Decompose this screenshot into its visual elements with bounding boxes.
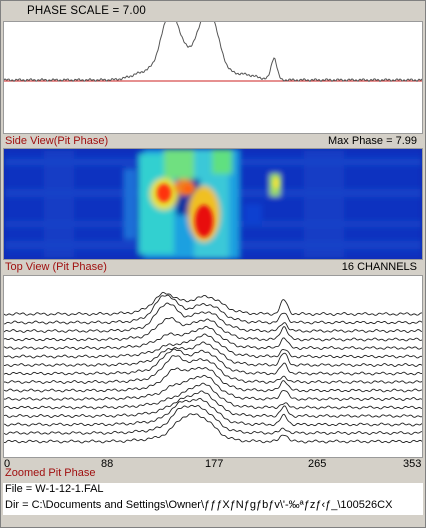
side-view-title: Side View(Pit Phase) <box>5 135 109 147</box>
zoomed-traces <box>4 291 422 444</box>
x-axis: 0 88 177 265 353 <box>1 458 426 472</box>
channel-trace <box>4 366 422 393</box>
phase-scale-header: PHASE SCALE = 7.00 <box>3 3 423 20</box>
zoomed-plot[interactable] <box>3 275 423 458</box>
x-tick-label: 0 <box>4 458 11 470</box>
channel-trace <box>4 397 422 427</box>
channel-trace <box>4 355 422 384</box>
phase-scale-label: PHASE SCALE = 7.00 <box>27 5 146 17</box>
file-status: File = W-1-12-1.FAL <box>3 483 423 499</box>
channel-trace <box>4 404 422 435</box>
dir-status: Dir = C:\Documents and Settings\Owner\ƒƒ… <box>3 499 423 515</box>
x-tick-label: 265 <box>308 458 327 470</box>
channel-trace <box>4 333 422 359</box>
channel-trace <box>4 325 422 350</box>
heatmap-image <box>4 149 422 259</box>
channel-trace <box>4 390 422 418</box>
zoomed-title: Zoomed Pit Phase <box>5 467 96 479</box>
channel-trace <box>4 317 422 342</box>
side-view-plot[interactable] <box>3 21 423 134</box>
channel-trace <box>4 348 422 376</box>
side-view-trace <box>4 22 422 83</box>
side-view-signal <box>4 22 422 83</box>
channel-trace <box>4 294 422 325</box>
x-tick-label: 177 <box>205 458 224 470</box>
channel-trace <box>4 341 422 367</box>
channel-trace <box>4 291 422 316</box>
channel-trace <box>4 382 422 410</box>
top-view-heatmap[interactable] <box>3 148 423 260</box>
channel-trace <box>4 302 422 333</box>
top-view-title: Top View (Pit Phase) <box>5 261 107 273</box>
max-phase-label: Max Phase = 7.99 <box>328 135 417 147</box>
channel-trace <box>4 374 422 401</box>
x-tick-label: 88 <box>101 458 114 470</box>
channel-trace <box>4 413 422 444</box>
x-tick-label: 353 <box>403 458 422 470</box>
channels-label: 16 CHANNELS <box>341 261 417 273</box>
